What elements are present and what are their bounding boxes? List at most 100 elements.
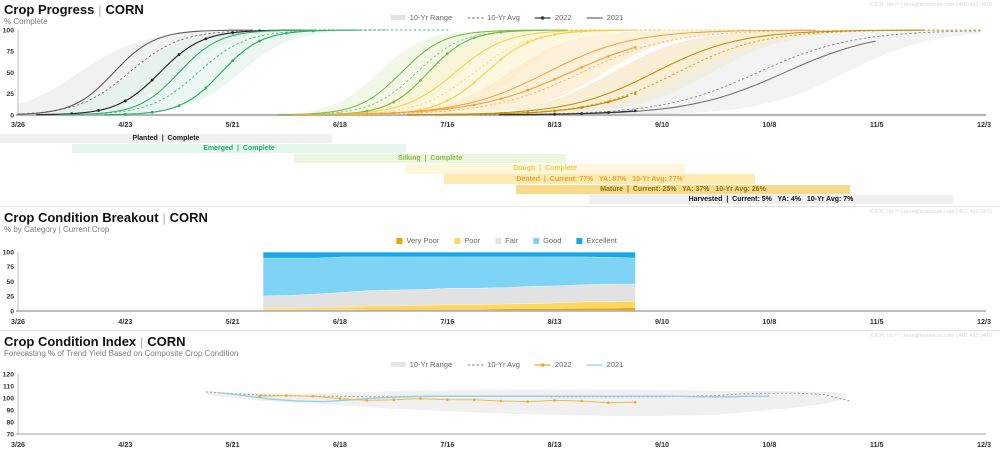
x-tick-label: 9/10 (655, 440, 669, 449)
marker-2022 (553, 33, 557, 36)
marker-2022 (580, 112, 583, 115)
marker-2022 (231, 59, 235, 63)
y-tick-label: 0 (10, 308, 14, 315)
stage-bar-label: Dented | Current: 77% YA: 87% 10-Yr Avg:… (516, 175, 683, 183)
x-tick-label: 8/13 (548, 440, 562, 449)
marker-2022 (445, 107, 449, 111)
x-tick-label: 10/8 (762, 120, 776, 129)
crop-progress-legend: 10-Yr Range 10-Yr Avg 2022 2021 (390, 13, 623, 22)
x-tick-label: 8/13 (548, 120, 562, 129)
x-tick-label: 3/26 (11, 120, 25, 129)
watermark: KJCR, Inc™ | lena@teviascon.com | 402.46… (870, 2, 992, 8)
y-tick-label: 50 (6, 279, 14, 286)
marker-2022 (472, 81, 476, 84)
marker-2022 (499, 30, 503, 34)
marker-2022 (633, 92, 637, 95)
page-title: Crop Progress (4, 2, 95, 17)
legend-label: Very Poor (406, 236, 440, 245)
marker-2022 (311, 29, 315, 33)
legend-swatch-marker-line (534, 362, 551, 367)
x-tick-label: 3/26 (11, 317, 25, 326)
crop-name: CORN (147, 334, 186, 349)
section-subtitle: % Complete (4, 17, 48, 26)
line-2022 (499, 110, 634, 116)
legend-item-2021: 2021 (586, 13, 623, 22)
stage-bar-label: Dough | Complete (513, 165, 577, 173)
legend-item-fair: Fair (495, 236, 518, 245)
range-band-emerged (33, 30, 383, 115)
x-tick-label: 11/5 (870, 440, 884, 449)
marker-2022 (553, 77, 557, 81)
range-band-dented (416, 30, 739, 115)
legend-label: 2022 (554, 360, 572, 369)
marker-2022 (123, 99, 127, 103)
marker-2022 (580, 66, 583, 69)
x-tick-label: 7/16 (440, 120, 454, 129)
y-tick-label: 100 (3, 395, 15, 402)
marker-2022 (150, 110, 154, 114)
x-tick-label: 5/21 (226, 440, 240, 449)
legend-item-good: Good (533, 236, 561, 245)
marker-2022 (365, 109, 369, 113)
marker-2022 (472, 36, 476, 40)
legend-item-10-yr-range: 10-Yr Range (390, 360, 453, 369)
y-tick-label: 70 (6, 431, 14, 438)
stage-bar-label: Emerged | Complete (203, 145, 275, 153)
marker-2022 (204, 37, 208, 41)
line-2021 (17, 29, 253, 115)
watermark: KJCR, Inc™ | lena@teviascon.com | 402.46… (870, 209, 992, 215)
legend-swatch-square (396, 237, 403, 244)
condition-breakout-chart: 100 75 50 25 0 3/26 4/23 5/21 6/18 7/16 8/13 9/10 10… (3, 249, 991, 326)
condition-area-excellent (263, 251, 636, 258)
x-tick-label: 9/10 (655, 120, 669, 129)
section-header: Crop Condition Breakout | CORN (4, 209, 208, 227)
legend-label: 2021 (606, 360, 624, 369)
y-tick-label: 100 (3, 27, 15, 34)
y-tick-label: 100 (3, 249, 15, 256)
x-tick-label: 6/18 (333, 317, 347, 326)
x-tick-label: 12/3 (977, 440, 991, 449)
marker-2022 (392, 100, 396, 104)
legend-swatch-line (586, 16, 603, 19)
condition-index-chart: 120 110 100 90 80 70 3/26 4/23 5/21 6/18 7/16 8/13 9… (3, 371, 991, 449)
legend-item-very-poor: Very Poor (396, 236, 439, 245)
x-tick-label: 10/8 (762, 440, 776, 449)
legend-swatch-square (533, 237, 540, 244)
legend-label: Fair (505, 236, 519, 245)
marker-2022 (258, 39, 261, 43)
line-2021 (61, 29, 317, 116)
marker-2022 (338, 112, 342, 116)
range-band-harvested (577, 30, 981, 115)
marker-2022 (365, 112, 369, 116)
marker-2022 (97, 109, 100, 112)
condition-index-legend: 10-Yr Range 10-Yr Avg 2022 2021 (390, 360, 624, 369)
section-header: Crop Progress | CORN (4, 1, 144, 19)
line-2022 (311, 29, 567, 116)
marker-2022 (284, 31, 288, 35)
marker-2022 (526, 88, 530, 92)
ten-yr-range-band (205, 389, 847, 416)
y-tick-label: 75 (6, 264, 14, 271)
marker-2022 (177, 104, 181, 108)
x-tick-label: 4/23 (118, 317, 132, 326)
x-tick-label: 7/16 (440, 440, 454, 449)
legend-swatch-square (495, 237, 502, 244)
avg-line (59, 29, 449, 116)
marker-2022 (633, 109, 637, 113)
legend-label: 10-Yr Range (409, 360, 453, 369)
marker-2022 (204, 86, 208, 90)
page-title: Crop Condition Breakout (4, 210, 159, 225)
x-tick-label: 12/3 (977, 120, 991, 129)
y-tick-label: 25 (6, 91, 14, 98)
stage-bar-label: Planted | Complete (132, 135, 200, 143)
legend-item-excellent: Excellent (576, 236, 617, 245)
legend-swatch-square (454, 237, 461, 244)
marker-2022 (392, 111, 396, 115)
title-separator: | (140, 335, 144, 349)
y-tick-label: 25 (6, 294, 14, 301)
marker-2022 (445, 99, 449, 103)
legend-swatch-dashed (467, 16, 484, 19)
y-tick-label: 0 (10, 112, 14, 119)
line-2022 (434, 95, 629, 116)
